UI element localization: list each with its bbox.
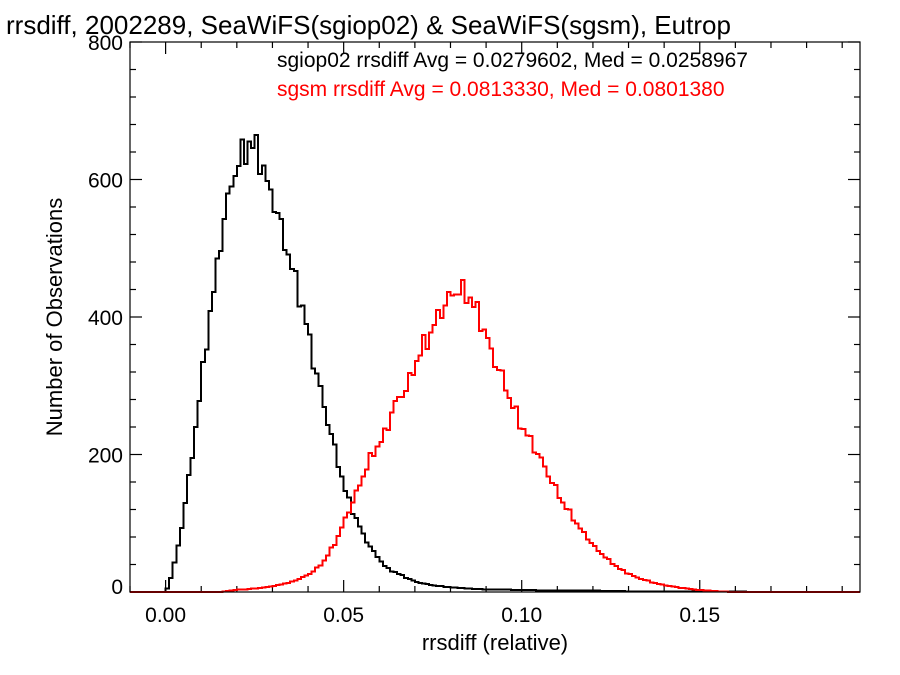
histogram-series-sgiop02 xyxy=(130,134,860,593)
x-tick-label: 0.05 xyxy=(323,604,364,627)
axis-ticks: 0.00 0.05 0.10 0.15 0 200 400 600 800 xyxy=(88,32,860,627)
plot-frame xyxy=(129,41,861,593)
y-axis-label: Number of Observations xyxy=(42,198,67,436)
histogram-series xyxy=(130,134,860,593)
x-tick-label: 0.10 xyxy=(501,604,542,627)
y-tick-label: 400 xyxy=(88,307,123,330)
y-tick-label: 800 xyxy=(88,32,123,55)
y-tick-label: 200 xyxy=(88,445,123,468)
y-tick-label: 0 xyxy=(111,576,123,599)
legend-stats-sgsm: sgsm rrsdiff Avg = 0.0813330, Med = 0.08… xyxy=(277,78,725,101)
x-tick-label: 0.15 xyxy=(679,604,720,627)
legend-stats-sgiop02: sgiop02 rrsdiff Avg = 0.0279602, Med = 0… xyxy=(277,49,748,72)
x-axis-label: rrsdiff (relative) xyxy=(422,630,568,655)
x-tick-label: 0.00 xyxy=(145,604,186,627)
histogram-series-sgsm xyxy=(130,278,860,593)
y-tick-label: 600 xyxy=(88,170,123,193)
chart-title: rrsdiff, 2002289, SeaWiFS(sgiop02) & Sea… xyxy=(6,10,731,40)
